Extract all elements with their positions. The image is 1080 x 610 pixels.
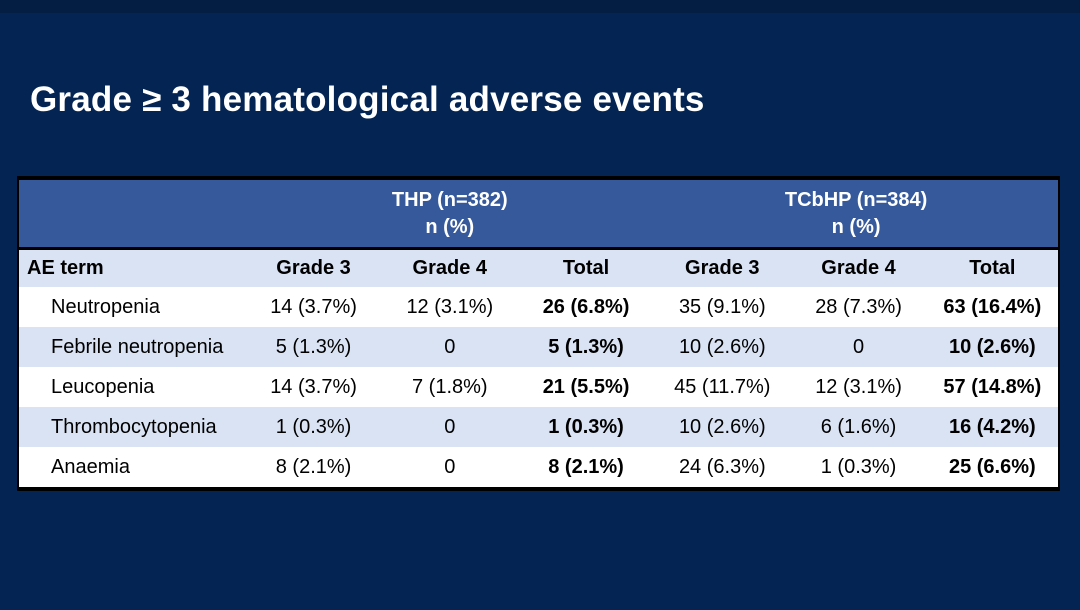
ae-term-label: Thrombocytopenia	[18, 407, 246, 447]
value-cell: 6 (1.6%)	[790, 407, 927, 447]
table-row-anaemia: Anaemia 8 (2.1%) 0 8 (2.1%) 24 (6.3%) 1 …	[18, 447, 1059, 489]
total-value-cell: 8 (2.1%)	[517, 447, 655, 489]
value-cell: 5 (1.3%)	[245, 327, 382, 367]
value-cell: 0	[381, 327, 518, 367]
value-cell: 14 (3.7%)	[245, 367, 382, 407]
group-header-thp: THP (n=382) n (%)	[245, 178, 655, 250]
treatment-group-header-row: THP (n=382) n (%) TCbHP (n=384) n (%)	[18, 178, 1059, 250]
value-cell: 10 (2.6%)	[654, 327, 791, 367]
total-value-cell: 63 (16.4%)	[926, 287, 1059, 327]
column-header-ae-term: AE term	[18, 248, 246, 287]
ae-term-label: Leucopenia	[18, 367, 246, 407]
value-cell: 7 (1.8%)	[381, 367, 518, 407]
total-value-cell: 5 (1.3%)	[517, 327, 655, 367]
value-cell: 8 (2.1%)	[245, 447, 382, 489]
group-header-spacer	[18, 178, 246, 250]
total-value-cell: 57 (14.8%)	[926, 367, 1059, 407]
top-edge-strip	[0, 0, 1080, 13]
value-cell: 0	[381, 407, 518, 447]
group-header-tcbhp-sub: n (%)	[831, 215, 881, 238]
value-cell: 28 (7.3%)	[790, 287, 927, 327]
ae-term-label: Neutropenia	[18, 287, 246, 327]
column-header-thp-total: Total	[517, 248, 655, 287]
total-value-cell: 26 (6.8%)	[517, 287, 655, 327]
total-value-cell: 16 (4.2%)	[926, 407, 1059, 447]
column-header-thp-grade4: Grade 4	[381, 248, 518, 287]
ae-term-label: Anaemia	[18, 447, 246, 489]
table-row-leucopenia: Leucopenia 14 (3.7%) 7 (1.8%) 21 (5.5%) …	[18, 367, 1059, 407]
value-cell: 0	[790, 327, 927, 367]
table-row-thrombocytopenia: Thrombocytopenia 1 (0.3%) 0 1 (0.3%) 10 …	[18, 407, 1059, 447]
group-header-thp-sub: n (%)	[425, 215, 475, 238]
value-cell: 1 (0.3%)	[790, 447, 927, 489]
column-header-tcbhp-total: Total	[926, 248, 1059, 287]
column-header-tcbhp-grade3: Grade 3	[654, 248, 791, 287]
total-value-cell: 25 (6.6%)	[926, 447, 1059, 489]
value-cell: 0	[381, 447, 518, 489]
group-header-tcbhp-label: TCbHP (n=384)	[784, 188, 928, 211]
column-header-tcbhp-grade4: Grade 4	[790, 248, 927, 287]
total-value-cell: 21 (5.5%)	[517, 367, 655, 407]
value-cell: 45 (11.7%)	[654, 367, 791, 407]
column-header-thp-grade3: Grade 3	[245, 248, 382, 287]
group-header-thp-label: THP (n=382)	[391, 188, 508, 211]
table-row-neutropenia: Neutropenia 14 (3.7%) 12 (3.1%) 26 (6.8%…	[18, 287, 1059, 327]
column-header-row: AE term Grade 3 Grade 4 Total Grade 3 Gr…	[18, 248, 1059, 287]
value-cell: 10 (2.6%)	[654, 407, 791, 447]
group-header-tcbhp: TCbHP (n=384) n (%)	[654, 178, 1059, 250]
total-value-cell: 10 (2.6%)	[926, 327, 1059, 367]
table-row-febrile-neutropenia: Febrile neutropenia 5 (1.3%) 0 5 (1.3%) …	[18, 327, 1059, 367]
value-cell: 35 (9.1%)	[654, 287, 791, 327]
ae-term-label: Febrile neutropenia	[18, 327, 246, 367]
value-cell: 1 (0.3%)	[245, 407, 382, 447]
value-cell: 12 (3.1%)	[790, 367, 927, 407]
value-cell: 12 (3.1%)	[381, 287, 518, 327]
value-cell: 14 (3.7%)	[245, 287, 382, 327]
value-cell: 24 (6.3%)	[654, 447, 791, 489]
slide-title: Grade ≥ 3 hematological adverse events	[30, 80, 705, 120]
total-value-cell: 1 (0.3%)	[517, 407, 655, 447]
adverse-events-table: THP (n=382) n (%) TCbHP (n=384) n (%) AE…	[17, 176, 1060, 491]
